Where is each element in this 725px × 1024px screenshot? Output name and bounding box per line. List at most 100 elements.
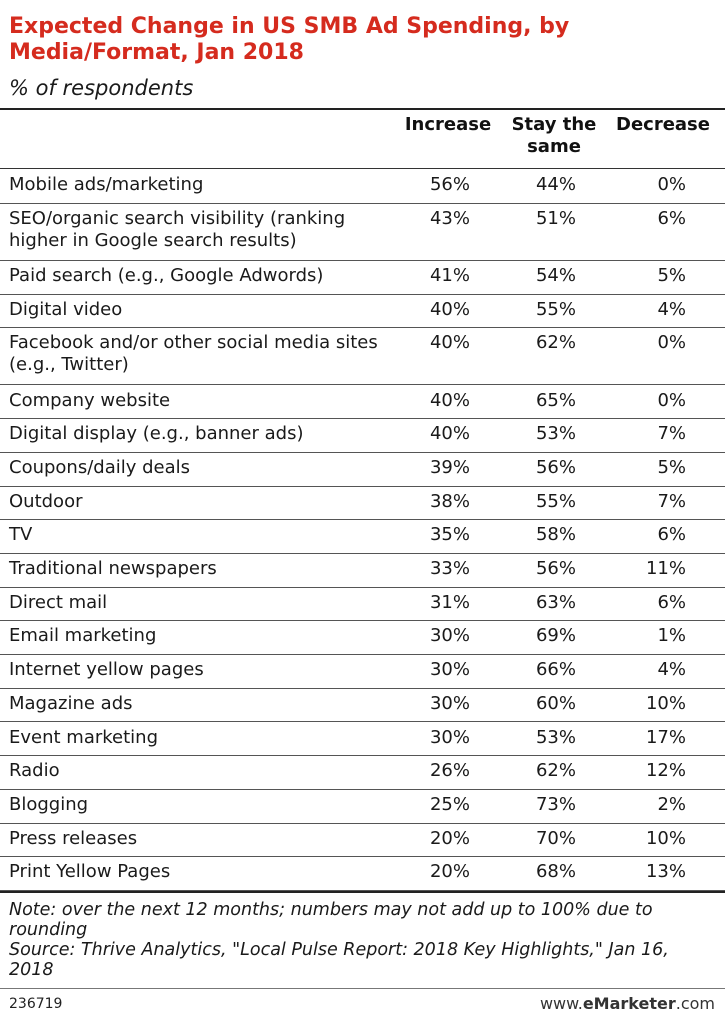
cell-increase: 40% (429, 332, 470, 354)
row-label: Radio (9, 760, 60, 782)
row-label: Coupons/daily deals (9, 456, 191, 478)
chart-notes: Note: over the next 12 months; numbers m… (9, 900, 709, 980)
cell-decrease: 0% (657, 389, 686, 411)
row-label: Print Yellow Pages (9, 861, 171, 883)
cell-decrease: 2% (657, 793, 686, 815)
row-label: Outdoor (9, 490, 83, 512)
cell-stay-the-same: 54% (535, 264, 576, 286)
cell-decrease: 7% (657, 423, 686, 445)
cell-decrease: 4% (657, 659, 686, 681)
table-row: Email marketing 30% 69% 1% (0, 620, 725, 656)
cell-increase: 30% (429, 659, 470, 681)
logo-brand: eMarketer (582, 994, 676, 1013)
cell-decrease: 7% (657, 490, 686, 512)
row-label: Digital video (9, 298, 123, 320)
table-row: Print Yellow Pages 20% 68% 13% (0, 856, 725, 891)
row-label: Magazine ads (9, 692, 133, 714)
cell-decrease: 5% (657, 456, 686, 478)
cell-increase: 20% (429, 827, 470, 849)
row-label: Paid search (e.g., Google Adwords) (9, 264, 324, 286)
cell-increase: 40% (429, 389, 470, 411)
table-row: Digital display (e.g., banner ads) 40% 53%… (0, 418, 725, 453)
row-label: Internet yellow pages (9, 659, 204, 681)
cell-stay-the-same: 65% (535, 389, 576, 411)
cell-stay-the-same: 60% (535, 692, 576, 714)
cell-stay-the-same: 66% (535, 659, 576, 681)
cell-stay-the-same: 63% (535, 591, 576, 613)
cell-increase: 40% (429, 423, 470, 445)
cell-increase: 26% (429, 760, 470, 782)
cell-stay-the-same: 62% (535, 332, 576, 354)
cell-decrease: 1% (657, 625, 686, 647)
chart-id: 236719 (9, 996, 63, 1012)
cell-increase: 33% (429, 558, 470, 579)
cell-stay-the-same: 68% (535, 861, 576, 883)
cell-stay-the-same: 58% (535, 524, 576, 546)
table-row: Facebook and/or other social media sites… (0, 327, 725, 386)
row-label: Direct mail (9, 591, 108, 613)
cell-stay-the-same: 55% (535, 298, 576, 320)
table-row: Company website 40% 65% 0% (0, 385, 725, 420)
row-label: Press releases (9, 827, 138, 849)
cell-decrease: 11% (645, 558, 686, 579)
row-label: Traditional newspapers (9, 558, 217, 579)
column-header-increase: Increase (404, 114, 492, 135)
table-row: Blogging 25% 73% 2% (0, 789, 725, 824)
cell-increase: 31% (429, 591, 470, 613)
cell-stay-the-same: 70% (535, 827, 576, 849)
cell-stay-the-same: 73% (535, 793, 576, 815)
table-bottom-rule (0, 891, 725, 893)
cell-decrease: 4% (657, 298, 686, 320)
cell-decrease: 6% (657, 207, 686, 229)
table-row: Event marketing 30% 53% 17% (0, 722, 725, 757)
cell-decrease: 17% (645, 726, 686, 748)
cell-decrease: 12% (645, 760, 686, 782)
table-row: Coupons/daily deals 39% 56% 5% (0, 452, 725, 487)
table-row: Traditional newspapers 33% 56% 11% (0, 553, 725, 588)
table-row: TV 35% 58% 6% (0, 519, 725, 554)
chart-subtitle: % of respondents (9, 76, 194, 100)
row-label: Blogging (9, 793, 89, 815)
table-row: Digital video 40% 55% 4% (0, 294, 725, 329)
source-text: Source: Thrive Analytics, "Local Pulse R… (9, 940, 669, 980)
row-label: Mobile ads/marketing (9, 174, 204, 195)
table-row: Mobile ads/marketing 56% 44% 0% (0, 169, 725, 204)
cell-increase: 56% (429, 174, 470, 195)
table-row: Direct mail 31% 63% 6% (0, 587, 725, 622)
row-label: Event marketing (9, 726, 159, 748)
row-label: Facebook and/or other social media sites… (9, 332, 378, 376)
cell-decrease: 13% (645, 861, 686, 883)
note-text: Note: over the next 12 months; numbers m… (9, 900, 653, 940)
row-label: SEO/organic search visibility (ranking h… (9, 207, 346, 251)
cell-increase: 41% (429, 264, 470, 286)
cell-increase: 20% (429, 861, 470, 883)
row-label: Email marketing (9, 625, 157, 647)
cell-increase: 30% (429, 625, 470, 647)
table-row: Radio 26% 62% 12% (0, 755, 725, 790)
table-row: Press releases 20% 70% 10% (0, 823, 725, 858)
cell-stay-the-same: 53% (535, 423, 576, 445)
cell-stay-the-same: 56% (535, 456, 576, 478)
cell-stay-the-same: 51% (535, 207, 576, 229)
table-top-rule (0, 108, 725, 110)
cell-increase: 25% (429, 793, 470, 815)
header-rule (0, 168, 725, 169)
logo-prefix: www. (539, 994, 583, 1013)
cell-decrease: 5% (657, 264, 686, 286)
cell-decrease: 10% (645, 827, 686, 849)
cell-stay-the-same: 62% (535, 760, 576, 782)
row-label: Company website (9, 389, 171, 411)
table-row: SEO/organic search visibility (ranking h… (0, 203, 725, 261)
cell-increase: 39% (429, 456, 470, 478)
cell-increase: 43% (429, 207, 470, 229)
column-header-decrease: Decrease (616, 114, 710, 135)
table-row: Outdoor 38% 55% 7% (0, 486, 725, 521)
cell-stay-the-same: 56% (535, 558, 576, 579)
emarketer-logo: www.eMarketer.com (540, 994, 715, 1013)
column-header-stay-the-same: Stay the same (511, 114, 597, 157)
cell-increase: 40% (429, 298, 470, 320)
cell-decrease: 10% (645, 692, 686, 714)
row-label: TV (9, 524, 33, 546)
cell-increase: 35% (429, 524, 470, 546)
cell-decrease: 6% (657, 591, 686, 613)
